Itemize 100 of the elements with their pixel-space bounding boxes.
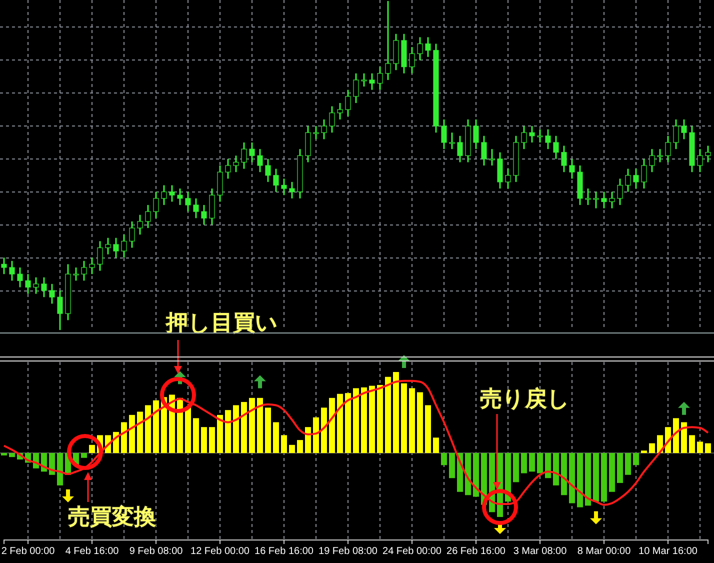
candlestick xyxy=(481,135,487,166)
bar xyxy=(681,422,687,453)
candlestick xyxy=(233,154,239,173)
bar xyxy=(329,398,335,453)
candlestick xyxy=(625,168,631,193)
bar xyxy=(81,453,87,458)
bar xyxy=(201,427,207,453)
candlestick xyxy=(657,148,663,163)
candlestick xyxy=(697,148,703,173)
bar xyxy=(545,453,551,478)
candlestick xyxy=(601,191,607,210)
candlestick xyxy=(681,118,687,140)
bar xyxy=(569,453,575,504)
annotation: 売買変換 xyxy=(68,504,156,529)
candlestick xyxy=(241,142,247,170)
bar xyxy=(297,440,303,453)
bar xyxy=(449,453,455,478)
bar xyxy=(217,414,223,453)
candlestick xyxy=(169,184,175,202)
candlestick xyxy=(281,178,287,196)
candlestick xyxy=(353,72,359,104)
candlestick xyxy=(9,260,15,282)
candlestick xyxy=(49,283,55,304)
bar xyxy=(289,444,295,453)
candlestick xyxy=(385,0,391,81)
bar xyxy=(465,453,471,496)
candlestick xyxy=(561,145,567,173)
candlestick xyxy=(313,125,319,140)
bar xyxy=(321,408,327,453)
bar xyxy=(617,453,623,483)
candlestick xyxy=(617,178,623,206)
candlestick xyxy=(345,89,351,117)
candlestick xyxy=(73,266,79,282)
x-tick-label: 9 Feb 08:00 xyxy=(129,546,184,558)
candlestick xyxy=(665,135,671,163)
candlestick xyxy=(225,158,231,180)
candlestick xyxy=(441,118,447,150)
candlestick xyxy=(265,158,271,183)
candlestick xyxy=(97,240,103,272)
bar xyxy=(353,388,359,453)
bar xyxy=(137,412,143,453)
candlestick xyxy=(529,125,535,144)
bar xyxy=(625,453,631,475)
bar xyxy=(385,376,391,453)
bar xyxy=(409,388,415,453)
x-tick-label: 24 Feb 00:00 xyxy=(382,546,442,558)
bar xyxy=(337,394,343,453)
candlestick xyxy=(105,237,111,256)
bar xyxy=(561,453,567,496)
bar xyxy=(673,418,679,453)
candlestick xyxy=(673,118,679,150)
candlestick xyxy=(137,214,143,236)
x-tick-label: 10 Mar 16:00 xyxy=(638,546,698,558)
candlestick xyxy=(57,290,63,331)
candlestick xyxy=(249,142,255,163)
candlestick xyxy=(217,164,223,202)
candlestick xyxy=(17,266,23,288)
candlestick xyxy=(497,152,503,190)
candlestick xyxy=(369,72,375,91)
bar xyxy=(521,453,527,474)
x-tick-label: 2 Feb 00:00 xyxy=(1,546,56,558)
candlestick xyxy=(201,204,207,226)
bar xyxy=(593,453,599,502)
candlestick xyxy=(289,181,295,200)
candlestick xyxy=(33,276,39,295)
x-tick-label: 16 Feb 16:00 xyxy=(254,546,314,558)
bar xyxy=(193,418,199,453)
bar xyxy=(649,443,655,453)
bar xyxy=(249,398,255,453)
candlestick xyxy=(161,184,167,206)
bar xyxy=(121,422,127,453)
candlestick xyxy=(537,128,543,144)
candlestick xyxy=(321,118,327,140)
candlestick xyxy=(361,72,367,88)
candlestick xyxy=(305,125,311,163)
candlestick xyxy=(113,237,119,258)
bar xyxy=(441,453,447,466)
bar xyxy=(689,435,695,453)
candlestick xyxy=(521,125,527,150)
candlestick xyxy=(457,135,463,163)
annotation: 売り戻し xyxy=(480,386,570,411)
candlestick xyxy=(337,102,343,120)
candlestick xyxy=(145,204,151,229)
bar xyxy=(345,393,351,453)
bar xyxy=(633,453,639,466)
x-tick-label: 19 Feb 08:00 xyxy=(318,546,378,558)
bar xyxy=(585,453,591,506)
candlestick xyxy=(193,198,199,219)
bar xyxy=(577,453,583,508)
bar xyxy=(553,453,559,486)
bar xyxy=(233,405,239,453)
candlestick xyxy=(585,188,591,206)
candlestick xyxy=(153,191,159,219)
bar xyxy=(361,387,367,453)
bar xyxy=(401,383,407,453)
bar xyxy=(601,453,607,502)
candlestick xyxy=(129,220,135,248)
candlestick xyxy=(25,273,31,295)
candlestick xyxy=(633,168,639,190)
candlestick xyxy=(425,36,431,58)
